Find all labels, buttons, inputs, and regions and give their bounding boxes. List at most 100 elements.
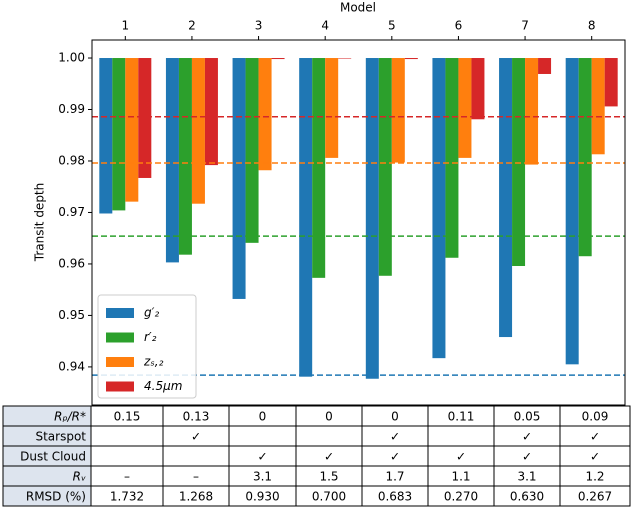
bar [245, 58, 259, 243]
table-cell [295, 425, 363, 447]
table-text: 0.11 [448, 410, 475, 424]
table-text: Starspot [35, 430, 86, 444]
bar [404, 58, 418, 60]
bar [565, 58, 579, 365]
y-tick-label: 1.00 [58, 51, 85, 65]
y-tick-label: 0.98 [58, 153, 85, 167]
bar [445, 58, 459, 258]
table-text: 1.1 [451, 470, 470, 484]
legend-label: zₛ,₂ [143, 355, 164, 369]
bar [604, 58, 618, 107]
table-text: 0.683 [378, 490, 412, 504]
legend-swatch [106, 332, 134, 343]
x-tick-label: 8 [588, 19, 596, 33]
bar [178, 58, 192, 255]
x-axis-label: Model [340, 1, 376, 15]
table-text: ✓ [257, 450, 267, 464]
y-tick-label: 0.96 [58, 256, 85, 270]
bar [591, 58, 605, 155]
x-tick-label: 1 [121, 19, 129, 33]
y-tick-label: 0.97 [58, 205, 85, 219]
table-text: 0.267 [578, 490, 612, 504]
bar [112, 58, 126, 211]
table-text: 0.270 [444, 490, 478, 504]
bar [338, 58, 352, 59]
table-cell [559, 485, 631, 507]
table-cell [162, 445, 230, 467]
bar [138, 58, 152, 178]
table-cell [90, 445, 164, 467]
bar [365, 58, 379, 379]
table-text: RMSD (%) [26, 490, 86, 504]
table-text: ✓ [390, 450, 400, 464]
bar [312, 58, 326, 278]
table-text: 0 [391, 410, 399, 424]
table-text: 1.2 [585, 470, 604, 484]
table-text: 0 [325, 410, 333, 424]
plot-frame [91, 39, 626, 406]
table-text: 0.700 [312, 490, 346, 504]
x-tick-label: 4 [321, 19, 329, 33]
x-tick-label: 7 [521, 19, 529, 33]
table-text: ✓ [590, 430, 600, 444]
bar [325, 58, 339, 158]
bar [458, 58, 472, 158]
x-tick-label: 2 [188, 19, 196, 33]
table-text: ✓ [390, 430, 400, 444]
legend-label: r′₂ [144, 330, 157, 344]
bar [391, 58, 405, 163]
table-text: Rᵥ [73, 470, 86, 484]
bar [204, 58, 218, 166]
bar [538, 58, 552, 74]
bar [232, 58, 246, 299]
table-cell [228, 425, 297, 447]
table-text: ✓ [324, 450, 334, 464]
legend-swatch [106, 381, 134, 392]
x-tick-label: 6 [455, 19, 463, 33]
table-text: ✓ [456, 450, 466, 464]
table-text: 1.7 [385, 470, 404, 484]
table-text: 0.13 [183, 410, 210, 424]
bar [125, 58, 139, 202]
legend-swatch [106, 308, 134, 318]
x-tick-label: 3 [255, 19, 263, 33]
bar [525, 58, 539, 165]
table-text: 3.1 [253, 470, 272, 484]
table-text: 1.5 [319, 470, 338, 484]
y-tick-label: 0.94 [58, 359, 85, 373]
bar [432, 58, 446, 359]
table-text: 0.09 [582, 410, 609, 424]
table-text: – [193, 470, 199, 484]
bar [512, 58, 526, 267]
bar [578, 58, 592, 257]
bar [471, 58, 485, 120]
table-text: 3.1 [517, 470, 536, 484]
x-tick-label: 5 [388, 19, 396, 33]
legend-box [97, 294, 197, 399]
table-text: 0.630 [510, 490, 544, 504]
bar [165, 58, 179, 263]
bar [299, 58, 313, 377]
legend-label: g′₂ [144, 306, 159, 320]
table-text: ✓ [522, 430, 532, 444]
legend-swatch [106, 357, 134, 367]
bar [499, 58, 513, 338]
table-text: Rₚ/R* [54, 410, 86, 424]
table-text: 0.930 [245, 490, 279, 504]
table-text: – [124, 470, 130, 484]
table-text: ✓ [191, 430, 201, 444]
bar [378, 58, 392, 276]
bar [258, 58, 272, 171]
table-cell [90, 425, 164, 447]
bar [271, 58, 285, 60]
table-text: 1.268 [179, 490, 213, 504]
table-text: Dust Cloud [20, 450, 86, 464]
table-text: ✓ [590, 450, 600, 464]
legend-label: 4.5μm [144, 379, 182, 393]
y-tick-label: 0.95 [58, 308, 85, 322]
bar [191, 58, 205, 204]
table-cell [427, 425, 495, 447]
table-text: 1.732 [110, 490, 144, 504]
